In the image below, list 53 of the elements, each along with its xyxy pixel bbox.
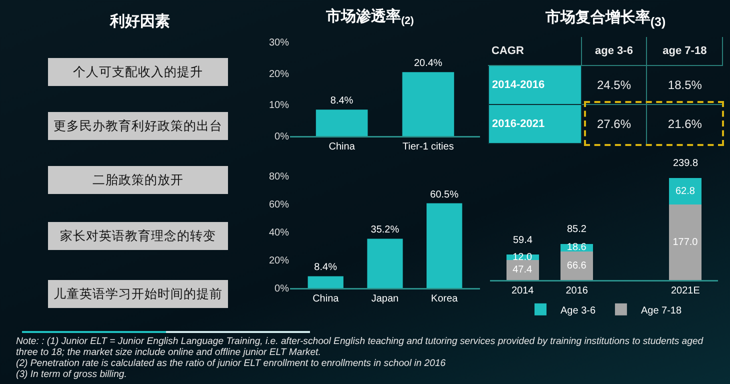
data-label: 21.6% bbox=[646, 104, 722, 144]
data-label: 12.0 bbox=[512, 252, 533, 263]
text: (2) Penetration rate is calculated as the ratio of junior ELT enrollment to enrollments in school in 2016 bbox=[16, 358, 447, 369]
data-label: 8.4% bbox=[330, 96, 354, 107]
total-label: 239.8 bbox=[673, 158, 698, 169]
category-label: 家长对英语教育理念的转变 bbox=[48, 222, 228, 250]
text: Note: : (1) Junior ELT = Junior English Language Training, i.e. after-school English teaching and tutoring services provided by training institutions to students aged three to 18; the market size include online and offline junior ELT Market. bbox=[16, 336, 704, 358]
data-label: 47.4 bbox=[512, 264, 533, 276]
legend-label: Age 7-18 bbox=[640, 305, 682, 316]
data-label: 66.6 bbox=[566, 260, 587, 272]
chart-title: 市场渗透率$_{(2)}$ bbox=[325, 6, 414, 27]
data-label: 60.5% bbox=[430, 189, 459, 200]
data-label: 177.0 bbox=[672, 236, 698, 248]
data-label: 8.4% bbox=[314, 262, 338, 274]
y-tick-label: 0% bbox=[274, 284, 290, 294]
data-label: 35.2% bbox=[370, 224, 400, 236]
y-tick-label: 60% bbox=[268, 200, 290, 210]
y-tick-label: 40% bbox=[268, 228, 290, 238]
y-tick-label: 20% bbox=[268, 256, 290, 266]
data-label: 62.8 bbox=[675, 186, 696, 197]
y-tick-label: 2016-2021 bbox=[488, 104, 582, 144]
y-tick-label: 30% bbox=[268, 38, 290, 48]
total-label: 85.2 bbox=[567, 224, 587, 235]
x-tick-label: 2014 bbox=[511, 286, 534, 296]
legend-label: Age 3-6 bbox=[560, 305, 596, 316]
x-tick-label: age 7-18 bbox=[646, 37, 722, 66]
data-label: 24.5% bbox=[581, 66, 647, 104]
y-tick-label: 10% bbox=[268, 100, 290, 112]
data-label: 18.5% bbox=[646, 66, 722, 104]
total-label: 59.4 bbox=[513, 235, 533, 246]
category-label: 个人可支配收入的提升 bbox=[48, 58, 228, 86]
y-axis-title: CAGR bbox=[488, 37, 582, 66]
x-tick-label: Tier-1 cities bbox=[402, 142, 454, 152]
data-label: 20.4% bbox=[414, 58, 442, 70]
x-tick-label: age 3-6 bbox=[581, 37, 647, 66]
category-label: 更多民办教育利好政策的出台 bbox=[48, 112, 228, 140]
x-tick-label: China bbox=[328, 142, 356, 152]
y-tick-label: 20% bbox=[268, 68, 290, 80]
data-label: 18.6 bbox=[566, 242, 587, 254]
text: (3) In term of gross billing. bbox=[16, 369, 128, 380]
text: 利好因素 bbox=[108, 12, 171, 31]
data-label: 27.6% bbox=[581, 104, 647, 144]
x-tick-label: 2016 bbox=[566, 286, 588, 296]
y-tick-label: 2014-2016 bbox=[488, 66, 582, 104]
x-tick-label: Korea bbox=[431, 294, 458, 304]
category-label: 二胎政策的放开 bbox=[48, 166, 228, 194]
category-label: 儿童英语学习开始时间的提前 bbox=[48, 280, 228, 308]
x-tick-label: 2021E bbox=[670, 286, 700, 296]
x-tick-label: China bbox=[312, 294, 340, 304]
y-tick-label: 0% bbox=[274, 132, 290, 142]
chart-title: 市场复合增长率$_{(3)}$ bbox=[544, 8, 667, 29]
x-tick-label: Japan bbox=[371, 294, 399, 304]
y-tick-label: 80% bbox=[268, 172, 290, 182]
